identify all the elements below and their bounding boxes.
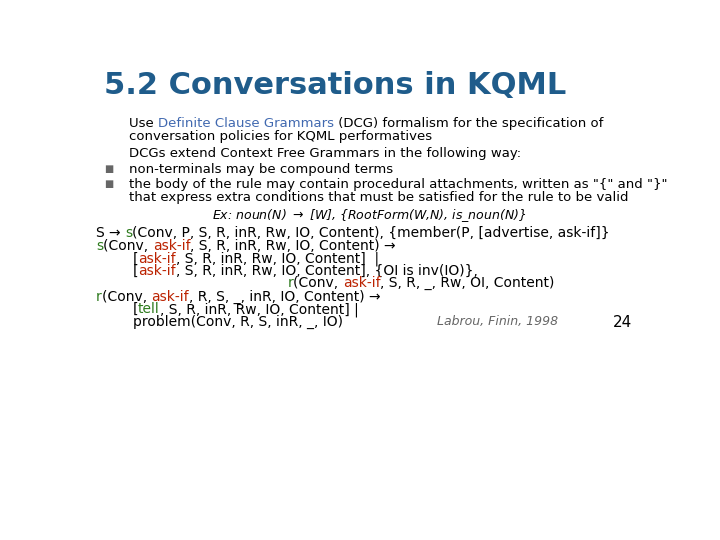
Text: the body of the rule may contain procedural attachments, written as "{" and "}": the body of the rule may contain procedu… (129, 178, 667, 191)
Text: DCGs extend Context Free Grammars in the following way:: DCGs extend Context Free Grammars in the… (129, 147, 521, 160)
Text: r: r (287, 276, 293, 291)
Text: S: S (96, 226, 109, 240)
Text: problem(Conv, R, S, inR, _, IO): problem(Conv, R, S, inR, _, IO) (132, 314, 343, 329)
Text: non-terminals may be compound terms: non-terminals may be compound terms (129, 163, 393, 176)
Text: (Conv,: (Conv, (102, 290, 151, 304)
Text: Definite Clause Grammars: Definite Clause Grammars (158, 117, 334, 130)
Text: that express extra conditions that must be satisfied for the rule to be valid: that express extra conditions that must … (129, 191, 629, 204)
Text: , S, R, inR, Rw, IO, Content], {OI is inv(IO)},: , S, R, inR, Rw, IO, Content], {OI is in… (176, 264, 477, 278)
Text: ask-if: ask-if (138, 252, 176, 266)
Text: tell: tell (138, 302, 160, 316)
Text: Ex: noun(N) $\rightarrow$ [W], {RootForm(W,N), is_noun(N)}: Ex: noun(N) $\rightarrow$ [W], {RootForm… (212, 207, 526, 225)
Text: 5.2 Conversations in KQML: 5.2 Conversations in KQML (104, 71, 566, 100)
Text: s: s (96, 239, 104, 253)
Text: , R, S, _, inR, IO, Content) →: , R, S, _, inR, IO, Content) → (189, 290, 381, 304)
Text: 24: 24 (613, 314, 632, 329)
Text: ask-if: ask-if (343, 276, 380, 291)
Text: (Conv, P, S, R, inR, Rw, IO, Content), {member(P, [advertise, ask-if]}: (Conv, P, S, R, inR, Rw, IO, Content), {… (132, 226, 610, 240)
Text: s: s (125, 226, 132, 240)
Text: ask-if: ask-if (151, 290, 189, 304)
Text: ask-if: ask-if (138, 264, 176, 278)
Text: [: [ (132, 252, 138, 266)
Text: conversation policies for KQML performatives: conversation policies for KQML performat… (129, 130, 432, 143)
Text: , S, R, inR, Rw, IO, Content] |: , S, R, inR, Rw, IO, Content] | (160, 302, 359, 316)
Text: [: [ (132, 264, 138, 278)
Text: (Conv,: (Conv, (104, 239, 153, 253)
Text: Use: Use (129, 117, 158, 130)
Text: →: → (109, 226, 125, 240)
Text: Labrou, Finin, 1998: Labrou, Finin, 1998 (437, 314, 558, 328)
Text: , S, R, inR, Rw, IO, Content) →: , S, R, inR, Rw, IO, Content) → (191, 239, 396, 253)
Text: ■: ■ (104, 179, 113, 189)
Text: (Conv,: (Conv, (293, 276, 343, 291)
Text: ask-if: ask-if (153, 239, 191, 253)
Text: r: r (96, 290, 102, 304)
Text: , S, R, inR, Rw, IO, Content]  |: , S, R, inR, Rw, IO, Content] | (176, 252, 379, 266)
Text: , S, R, _, Rw, OI, Content): , S, R, _, Rw, OI, Content) (380, 276, 555, 291)
Text: [: [ (132, 302, 138, 316)
Text: (DCG) formalism for the specification of: (DCG) formalism for the specification of (334, 117, 603, 130)
Text: ■: ■ (104, 164, 113, 174)
